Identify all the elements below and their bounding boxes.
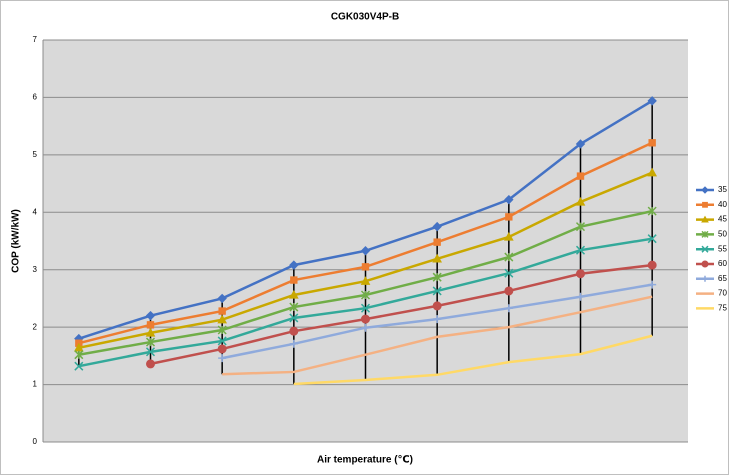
marker	[433, 315, 442, 324]
y-tick-label: 5	[33, 150, 38, 159]
marker	[505, 213, 513, 221]
legend-marker	[701, 245, 709, 253]
marker	[217, 325, 227, 335]
marker	[647, 234, 657, 244]
marker	[648, 280, 657, 289]
legend-label: 60	[718, 259, 727, 268]
legend-label: 35	[718, 185, 727, 194]
marker	[647, 260, 657, 270]
legend-label: 70	[718, 289, 727, 298]
marker	[504, 268, 514, 278]
marker	[504, 252, 514, 262]
marker	[288, 289, 299, 299]
marker	[146, 359, 155, 369]
marker	[360, 303, 371, 313]
marker	[575, 196, 586, 206]
y-axis-title: COP (kW/kW)	[11, 209, 22, 273]
legend-label: 75	[718, 304, 727, 313]
x-axis-title: Air temperature (℃)	[317, 455, 413, 466]
marker	[145, 327, 156, 337]
y-tick-label: 1	[33, 380, 38, 389]
marker	[575, 245, 586, 255]
marker	[289, 326, 299, 336]
legend-marker	[701, 260, 709, 268]
marker	[432, 272, 442, 282]
marker	[576, 269, 585, 279]
marker	[432, 286, 442, 296]
marker	[217, 314, 228, 324]
legend-marker	[701, 230, 709, 238]
marker	[576, 292, 585, 301]
series-line	[293, 334, 653, 386]
marker	[361, 323, 370, 332]
marker	[575, 222, 586, 232]
marker	[647, 206, 657, 216]
marker	[74, 361, 84, 371]
marker	[503, 231, 514, 241]
y-tick-label: 3	[33, 265, 38, 274]
chart-title: CGK030V4P-B	[331, 12, 399, 23]
marker	[504, 304, 513, 313]
y-tick-label: 2	[33, 322, 38, 331]
legend-label: 40	[718, 200, 727, 209]
marker	[218, 307, 226, 315]
marker	[289, 302, 299, 312]
marker	[360, 246, 371, 256]
legend-marker	[702, 201, 708, 208]
legend-label: 55	[718, 244, 727, 253]
marker	[145, 337, 156, 347]
marker	[289, 339, 298, 348]
marker	[146, 321, 155, 329]
marker	[360, 290, 371, 300]
marker	[289, 260, 299, 270]
marker	[217, 293, 227, 304]
marker	[290, 276, 298, 284]
marker	[504, 286, 514, 296]
legend-marker	[701, 215, 709, 223]
series-line	[150, 263, 653, 366]
series-line	[222, 295, 653, 376]
marker	[575, 139, 586, 149]
marker	[145, 347, 156, 357]
y-tick-label: 7	[33, 35, 38, 44]
marker	[361, 314, 370, 324]
marker	[647, 167, 658, 177]
legend-label: 45	[718, 215, 727, 224]
marker	[432, 221, 442, 232]
marker	[217, 344, 227, 354]
marker	[289, 313, 299, 323]
marker	[504, 194, 514, 205]
y-tick-label: 6	[33, 93, 38, 102]
legend-marker	[702, 275, 708, 282]
y-tick-label: 4	[33, 207, 38, 216]
marker	[432, 301, 442, 311]
legend-label: 65	[718, 274, 727, 283]
marker	[432, 253, 443, 263]
marker	[145, 310, 156, 321]
plot-area	[43, 40, 688, 442]
marker	[576, 172, 585, 180]
marker	[433, 238, 441, 246]
marker	[361, 263, 370, 271]
legend-label: 50	[718, 230, 727, 239]
legend-marker	[701, 186, 709, 194]
marker	[218, 354, 227, 363]
marker	[648, 139, 656, 147]
marker	[647, 96, 657, 106]
marker	[217, 336, 227, 346]
y-tick-label: 0	[33, 437, 38, 446]
marker	[360, 276, 371, 285]
marker	[74, 350, 84, 360]
